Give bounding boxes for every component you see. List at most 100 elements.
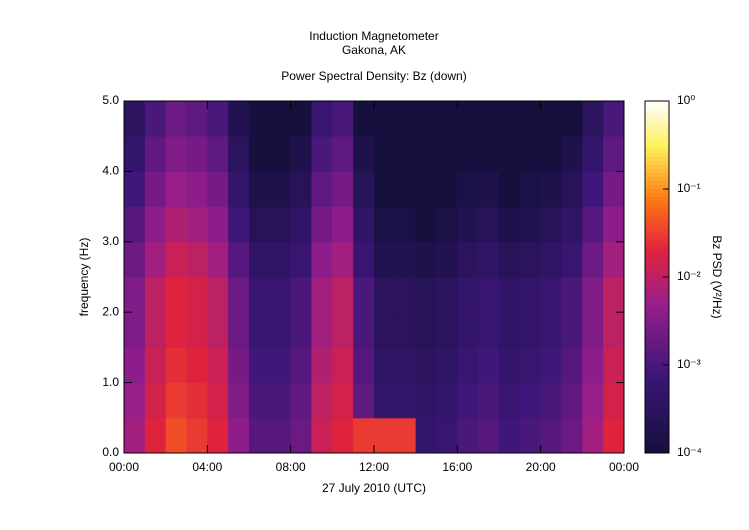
colorbar-swatch (645, 197, 669, 202)
heatmap-cell (311, 241, 333, 278)
heatmap-cell (332, 101, 354, 137)
colorbar-swatch (645, 273, 669, 278)
heatmap-cell (394, 312, 417, 348)
heatmap-cell (457, 206, 479, 243)
heatmap-cell (165, 312, 187, 348)
heatmap-cell (415, 241, 437, 278)
heatmap-cell (207, 312, 229, 348)
heatmap-cell (478, 171, 500, 208)
colorbar-swatch (645, 393, 669, 398)
heatmap-cell (290, 347, 312, 384)
colorbar-swatch (645, 253, 669, 258)
heatmap-cell (332, 382, 354, 419)
heatmap-cell (499, 136, 521, 172)
colorbar-swatch (645, 249, 669, 254)
colorbar-swatch (645, 345, 669, 350)
heatmap-cell (353, 417, 375, 454)
heatmap-cell (269, 347, 292, 384)
colorbar-swatch (645, 305, 669, 310)
heatmap-cell (353, 171, 375, 208)
heatmap-cell (311, 312, 333, 348)
heatmap-cell (332, 312, 354, 348)
heatmap-cell (249, 382, 271, 419)
colorbar-swatch (645, 245, 669, 250)
heatmap-cell (290, 382, 312, 419)
heatmap-cell (519, 417, 542, 454)
colorbar-swatch (645, 301, 669, 306)
heatmap-cell (207, 136, 229, 172)
colorbar-swatch (645, 329, 669, 334)
y-tick-label: 2.0 (102, 304, 119, 318)
heatmap-cell (519, 241, 542, 278)
colorbar-swatch (645, 369, 669, 374)
heatmap-cell (478, 347, 500, 384)
heatmap-cell (519, 277, 542, 313)
heatmap-cell (540, 136, 562, 172)
y-tick-label: 5.0 (102, 93, 119, 107)
heatmap-cell (394, 417, 417, 454)
heatmap-cell (144, 312, 167, 348)
heatmap-cell (603, 101, 625, 137)
heatmap-cell (561, 241, 583, 278)
heatmap-cell (457, 101, 479, 137)
heatmap-cell (332, 417, 354, 454)
heatmap-cell (332, 171, 354, 208)
heatmap-cell (394, 277, 417, 313)
colorbar-swatch (645, 289, 669, 294)
heatmap-cell (249, 277, 271, 313)
heatmap-cell (269, 241, 292, 278)
heatmap-cell (603, 136, 625, 172)
heatmap-cell (582, 347, 604, 384)
heatmap-cell (561, 101, 583, 137)
heatmap-cell (144, 206, 167, 243)
heatmap-cell (353, 241, 375, 278)
heatmap-cell (311, 417, 333, 454)
heatmap-cell (436, 101, 458, 137)
colorbar-tick-label: 10⁻³ (677, 357, 701, 371)
colorbar-swatch (645, 225, 669, 230)
heatmap-cell (165, 347, 187, 384)
heatmap-cell (124, 206, 146, 243)
colorbar-swatch (645, 313, 669, 318)
heatmap-cell (499, 101, 521, 137)
colorbar-swatch (645, 425, 669, 430)
chart-title: Induction Magnetometer (309, 29, 438, 43)
heatmap-cell (144, 136, 167, 172)
heatmap-cell (374, 277, 396, 313)
colorbar-swatch (645, 405, 669, 410)
colorbar-swatch (645, 281, 669, 286)
heatmap-cell (353, 206, 375, 243)
y-tick-label: 3.0 (102, 234, 119, 248)
heatmap-cell (186, 382, 208, 419)
heatmap-cell (144, 101, 167, 137)
colorbar-swatch (645, 417, 669, 422)
heatmap-cell (582, 277, 604, 313)
heatmap-cell (228, 206, 250, 243)
heatmap-cell (540, 101, 562, 137)
heatmap-cell (582, 101, 604, 137)
heatmap-cell (561, 382, 583, 419)
colorbar-swatch (645, 137, 669, 142)
heatmap-cell (436, 382, 458, 419)
heatmap-cell (207, 171, 229, 208)
x-tick-label: 00:00 (609, 460, 639, 474)
x-tick-label: 20:00 (526, 460, 556, 474)
colorbar-swatch (645, 213, 669, 218)
heatmap-cell (186, 136, 208, 172)
colorbar-swatch (645, 373, 669, 378)
heatmap-cell (249, 241, 271, 278)
colorbar-swatch (645, 449, 669, 454)
heatmap-cell (311, 101, 333, 137)
heatmap-cell (374, 312, 396, 348)
heatmap-cell (186, 101, 208, 137)
heatmap-cell (228, 347, 250, 384)
heatmap-cell (561, 417, 583, 454)
heatmap-cell (186, 241, 208, 278)
heatmap-cell (144, 417, 167, 454)
heatmap-cell (144, 171, 167, 208)
colorbar-swatch (645, 441, 669, 446)
heatmap-cell (269, 101, 292, 137)
heatmap-cell (457, 312, 479, 348)
heatmap-cell (540, 312, 562, 348)
colorbar-swatch (645, 337, 669, 342)
